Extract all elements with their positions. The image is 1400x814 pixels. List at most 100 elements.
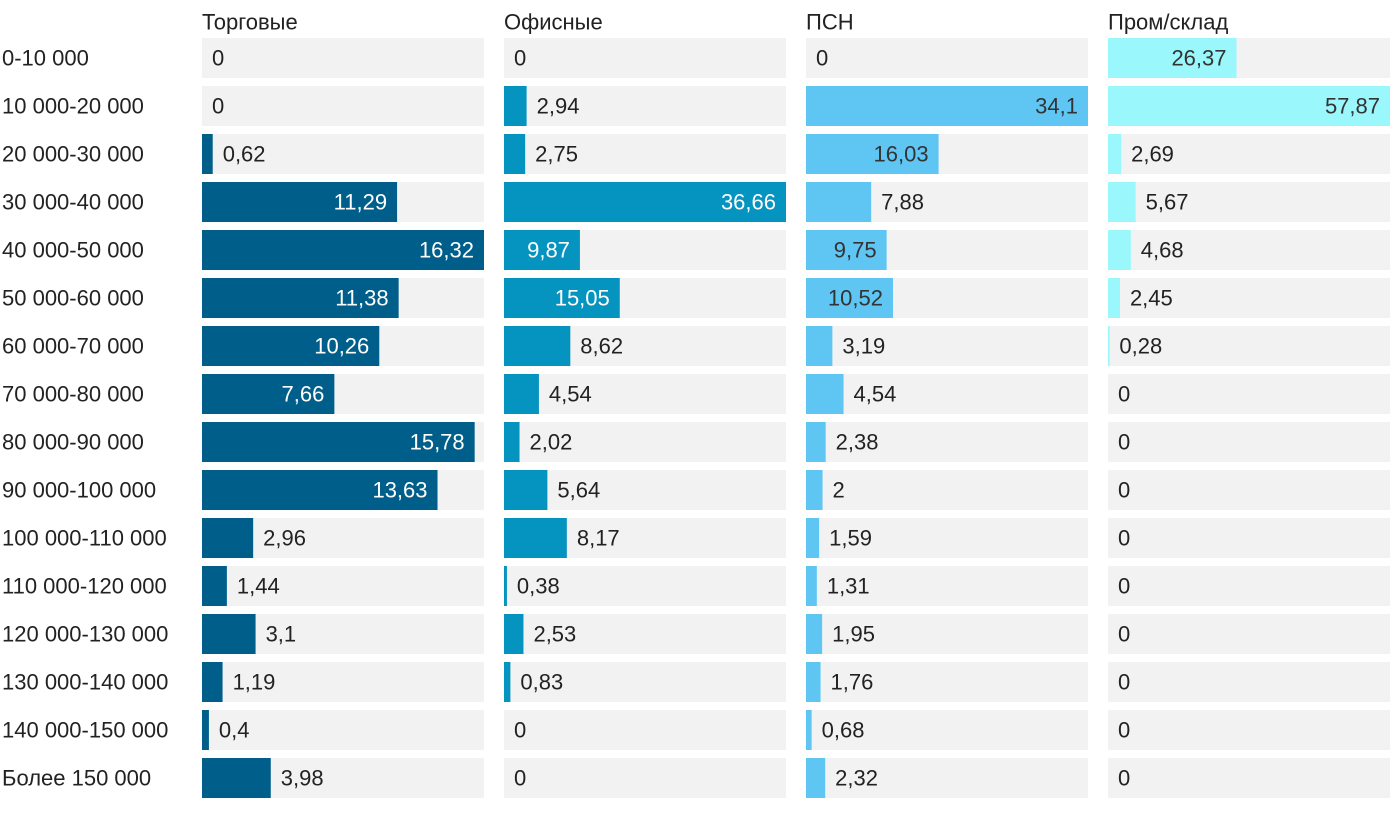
bar bbox=[1108, 38, 1237, 78]
bar-track bbox=[1108, 710, 1390, 750]
bar-track bbox=[806, 614, 1088, 654]
bar bbox=[202, 518, 254, 558]
data-label: 5,64 bbox=[557, 478, 600, 503]
data-label: 3,98 bbox=[281, 766, 324, 791]
data-label: 3,19 bbox=[842, 334, 885, 359]
bar-track bbox=[504, 614, 786, 654]
data-label: 1,31 bbox=[827, 574, 870, 599]
bar bbox=[202, 326, 380, 366]
bar bbox=[202, 614, 256, 654]
data-label: 1,95 bbox=[832, 622, 875, 647]
data-label: 8,62 bbox=[580, 334, 623, 359]
data-label: 5,67 bbox=[1146, 190, 1189, 215]
bar-track bbox=[504, 470, 786, 510]
bar bbox=[806, 518, 820, 558]
bar bbox=[504, 326, 571, 366]
data-label: 7,66 bbox=[282, 382, 325, 407]
category-label: 0-10 000 bbox=[2, 46, 89, 71]
data-label: 10,52 bbox=[828, 286, 883, 311]
bar-track bbox=[806, 470, 1088, 510]
category-label: 100 000-110 000 bbox=[2, 526, 167, 551]
category-label: 80 000-90 000 bbox=[2, 430, 144, 455]
bar bbox=[1108, 326, 1110, 366]
data-label: 15,05 bbox=[555, 286, 610, 311]
data-label: 11,29 bbox=[334, 190, 387, 215]
category-label: 140 000-150 000 bbox=[2, 718, 168, 743]
bar bbox=[504, 422, 520, 462]
bar bbox=[806, 374, 844, 414]
bar bbox=[504, 374, 539, 414]
bar-track bbox=[504, 134, 786, 174]
bar bbox=[202, 662, 223, 702]
data-label: 0,4 bbox=[219, 718, 250, 743]
category-label: 30 000-40 000 bbox=[2, 190, 144, 215]
bar bbox=[806, 278, 893, 318]
category-label: 60 000-70 000 bbox=[2, 334, 144, 359]
data-label: 0 bbox=[514, 718, 526, 743]
bar bbox=[806, 710, 812, 750]
data-label: 16,03 bbox=[874, 142, 929, 167]
bar bbox=[1108, 134, 1122, 174]
bar bbox=[806, 422, 826, 462]
bar-track bbox=[1108, 374, 1390, 414]
bar bbox=[806, 230, 887, 270]
category-label: 10 000-20 000 bbox=[2, 94, 144, 119]
category-label: 110 000-120 000 bbox=[2, 574, 167, 599]
bar bbox=[504, 614, 524, 654]
bar-track bbox=[202, 86, 484, 126]
bar bbox=[504, 518, 567, 558]
data-label: 10,26 bbox=[314, 334, 369, 359]
bar-track bbox=[806, 374, 1088, 414]
data-label: 8,17 bbox=[577, 526, 620, 551]
data-label: 0 bbox=[1118, 622, 1130, 647]
data-label: 2,38 bbox=[836, 430, 879, 455]
bar-track bbox=[504, 374, 786, 414]
bar bbox=[806, 566, 817, 606]
data-label: 11,38 bbox=[335, 286, 388, 311]
bar-track bbox=[1108, 134, 1390, 174]
data-label: 0,68 bbox=[822, 718, 865, 743]
bar bbox=[202, 422, 475, 462]
data-label: 0,83 bbox=[520, 670, 563, 695]
bar bbox=[1108, 86, 1390, 126]
category-label: 90 000-100 000 bbox=[2, 478, 156, 503]
data-label: 2,45 bbox=[1130, 286, 1173, 311]
bar bbox=[504, 86, 527, 126]
bar-track bbox=[806, 662, 1088, 702]
series-title: ПСН bbox=[806, 10, 854, 35]
bar-track bbox=[806, 710, 1088, 750]
data-label: 26,37 bbox=[1171, 46, 1226, 71]
bar-track bbox=[504, 422, 786, 462]
bar bbox=[806, 758, 826, 798]
bar-track bbox=[1108, 230, 1390, 270]
category-label: 40 000-50 000 bbox=[2, 238, 144, 263]
bar bbox=[504, 470, 548, 510]
series-title: Офисные bbox=[504, 10, 603, 35]
data-label: 0 bbox=[1118, 574, 1130, 599]
data-label: 2,53 bbox=[533, 622, 576, 647]
data-label: 0 bbox=[514, 46, 526, 71]
data-label: 1,44 bbox=[237, 574, 280, 599]
bar-track bbox=[504, 662, 786, 702]
bar-track bbox=[806, 326, 1088, 366]
bar-track bbox=[806, 758, 1088, 798]
bar bbox=[504, 662, 511, 702]
data-label: 0 bbox=[1118, 718, 1130, 743]
bar-track bbox=[1108, 518, 1390, 558]
bar bbox=[202, 566, 227, 606]
bar bbox=[202, 758, 271, 798]
data-label: 0 bbox=[1118, 766, 1130, 791]
data-label: 2,94 bbox=[537, 94, 580, 119]
bar-track bbox=[1108, 422, 1390, 462]
bar bbox=[806, 326, 833, 366]
data-label: 1,59 bbox=[829, 526, 872, 551]
bar bbox=[806, 470, 823, 510]
bar bbox=[1108, 182, 1136, 222]
data-label: 9,75 bbox=[834, 238, 877, 263]
bar-track bbox=[1108, 614, 1390, 654]
bar-track bbox=[806, 422, 1088, 462]
category-label: 130 000-140 000 bbox=[2, 670, 168, 695]
bar bbox=[806, 134, 939, 174]
data-label: 13,63 bbox=[372, 478, 427, 503]
bar bbox=[1108, 230, 1131, 270]
